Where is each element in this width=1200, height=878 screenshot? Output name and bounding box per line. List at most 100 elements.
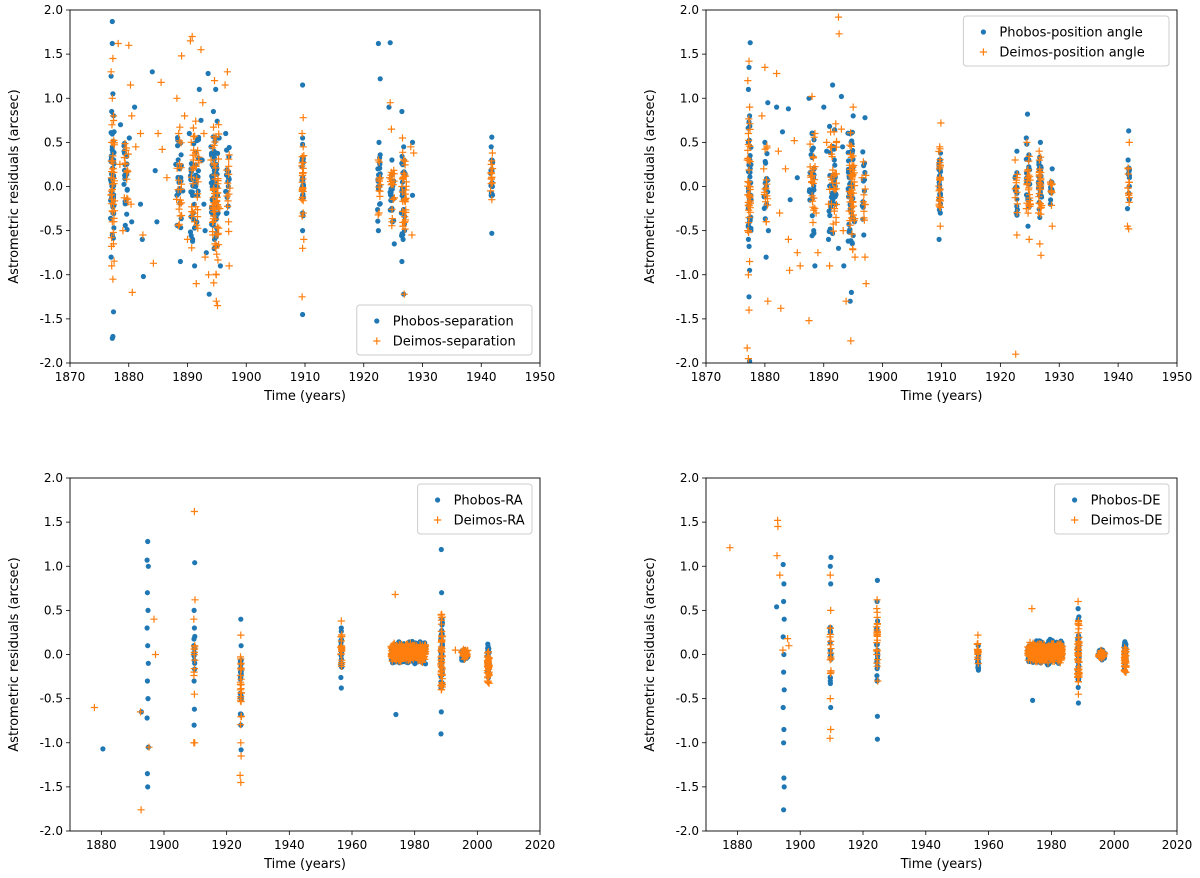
data-point [109, 157, 117, 165]
data-point [747, 113, 753, 119]
data-point [195, 137, 202, 143]
data-point [377, 76, 383, 82]
data-point [237, 778, 245, 787]
data-point [1074, 617, 1082, 626]
data-point [192, 117, 200, 125]
data-point [144, 715, 150, 721]
data-point [858, 174, 866, 182]
data-point [149, 259, 157, 267]
data-point [137, 201, 144, 207]
data-point [191, 625, 197, 631]
data-point [1075, 658, 1083, 666]
data-point [213, 86, 219, 92]
y-tick-label: 1.5 [680, 515, 699, 529]
data-point [109, 40, 115, 47]
data-point [781, 669, 787, 675]
data-point [831, 157, 837, 163]
data-point [186, 130, 192, 137]
data-point [183, 235, 192, 243]
data-point [762, 139, 768, 145]
data-point [458, 647, 466, 655]
data-point [209, 123, 218, 131]
data-point [191, 642, 199, 650]
data-layer [90, 507, 493, 814]
data-point [485, 668, 493, 676]
data-point [745, 213, 753, 222]
data-point [1075, 684, 1081, 691]
data-point [186, 37, 194, 45]
data-point [780, 704, 786, 711]
data-point [764, 297, 772, 305]
x-tick-label: 1930 [1044, 370, 1075, 384]
x-axis-label: Time (years) [263, 857, 346, 872]
data-point [300, 311, 306, 318]
data-point [821, 104, 827, 110]
data-point [485, 644, 491, 650]
data-point [388, 179, 396, 188]
data-point [873, 620, 881, 628]
y-tick-label: -1.5 [676, 312, 699, 326]
data-point [122, 172, 128, 178]
data-point [1025, 223, 1031, 229]
legend: Phobos-RA Deimos-RA [417, 483, 533, 535]
y-tick-label: 0.0 [44, 180, 63, 194]
data-point [210, 159, 219, 168]
x-tick-label: 1900 [149, 838, 180, 852]
data-point [1124, 184, 1132, 192]
data-point [780, 561, 786, 568]
data-point [805, 317, 813, 325]
y-axis-label: Astrometric residuals (arcsec) [643, 89, 658, 283]
data-point [145, 743, 153, 751]
data-point [126, 135, 132, 141]
data-point [178, 52, 186, 60]
data-point [809, 233, 815, 239]
y-tick-label: -2.0 [676, 356, 699, 370]
data-point [1036, 182, 1044, 191]
data-point [484, 659, 492, 667]
data-point [209, 194, 217, 202]
data-point [874, 677, 882, 685]
data-point [781, 807, 787, 813]
data-point [114, 39, 122, 48]
data-point [745, 306, 753, 314]
data-point [124, 211, 130, 217]
data-point [824, 148, 830, 154]
legend-box [356, 304, 533, 356]
legend-box [1054, 483, 1170, 535]
data-point [1025, 201, 1033, 209]
data-point [848, 230, 856, 238]
data-point [401, 172, 409, 180]
data-point [862, 115, 868, 121]
data-point [1121, 648, 1129, 656]
x-axis-label: Time (years) [900, 857, 983, 872]
data-point [847, 298, 853, 304]
data-point [375, 166, 381, 172]
data-point [1041, 656, 1049, 664]
data-point [808, 92, 816, 101]
data-point [299, 114, 307, 122]
data-point [975, 665, 981, 671]
data-point [132, 143, 140, 151]
data-point [1074, 652, 1083, 660]
x-axis-label: Time (years) [900, 389, 983, 404]
x-tick-label: 1960 [973, 838, 1004, 852]
data-point [189, 124, 197, 132]
data-point [338, 625, 344, 631]
data-point [108, 121, 116, 129]
data-point [1025, 152, 1033, 160]
data-point [400, 156, 408, 164]
y-tick-label: 2.0 [44, 3, 63, 17]
data-point [861, 232, 867, 238]
data-point [787, 197, 793, 203]
data-point [845, 158, 852, 164]
data-point [459, 645, 468, 653]
x-axis-label: Time (years) [263, 389, 346, 404]
data-point [374, 211, 382, 219]
data-point [194, 224, 202, 232]
data-point [808, 168, 816, 176]
data-point [487, 160, 495, 168]
data-point [216, 205, 224, 213]
data-point [398, 645, 406, 653]
x-tick-label: 1870 [691, 370, 722, 384]
data-point [376, 187, 384, 195]
